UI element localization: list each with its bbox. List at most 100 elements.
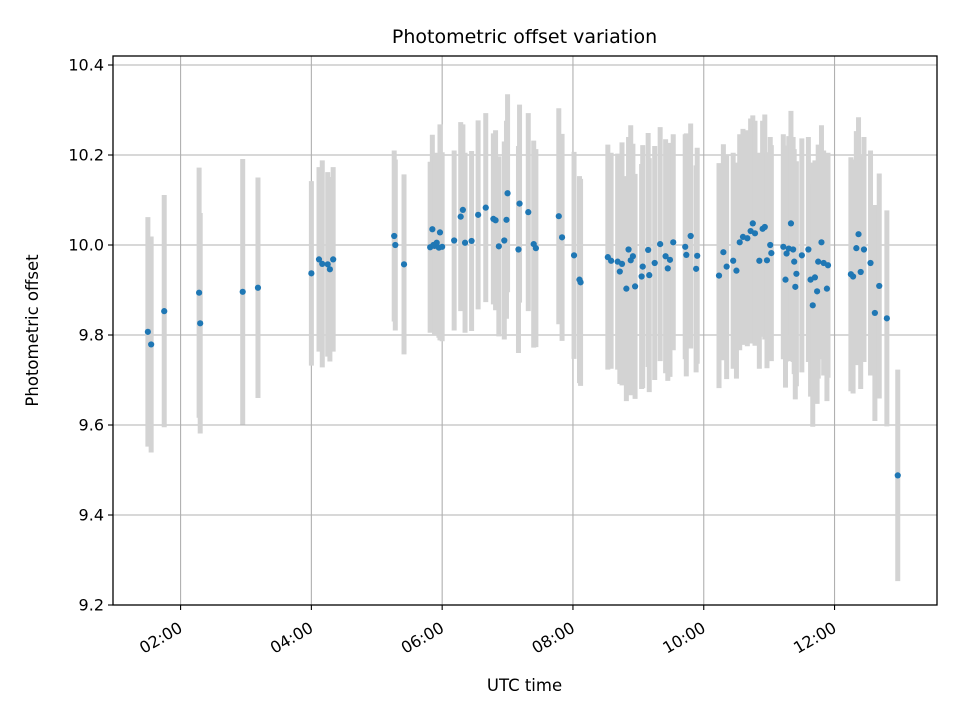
y-axis-label: Photometric offset bbox=[23, 254, 42, 407]
y-tick-label: 9.2 bbox=[79, 596, 104, 615]
data-point bbox=[254, 284, 262, 291]
data-point bbox=[525, 209, 532, 216]
y-tick-label: 9.8 bbox=[79, 326, 104, 345]
x-axis-label: UTC time bbox=[487, 676, 562, 695]
data-point bbox=[433, 239, 440, 246]
data-point bbox=[482, 204, 489, 211]
data-point bbox=[787, 220, 795, 227]
data-point bbox=[436, 229, 444, 236]
data-point bbox=[683, 251, 690, 258]
data-point bbox=[860, 246, 868, 253]
x-axis-ticks: 02:00 04:00 06:00 08:00 10:00 12:00 bbox=[136, 605, 840, 658]
data-point bbox=[324, 261, 331, 268]
data-point bbox=[855, 231, 862, 238]
data-point bbox=[824, 262, 832, 269]
plot-frame bbox=[112, 55, 938, 606]
data-point bbox=[657, 241, 664, 248]
data-point bbox=[736, 239, 743, 246]
data-point bbox=[756, 257, 763, 264]
data-point bbox=[315, 256, 323, 263]
data-point bbox=[867, 259, 874, 267]
data-point bbox=[767, 241, 774, 249]
data-point bbox=[805, 246, 812, 253]
data-point bbox=[818, 239, 825, 246]
data-point bbox=[894, 472, 901, 479]
y-tick-label: 10.4 bbox=[68, 56, 104, 75]
data-point bbox=[749, 220, 756, 227]
data-point bbox=[516, 200, 523, 207]
data-point bbox=[451, 237, 458, 244]
data-point bbox=[618, 260, 626, 267]
data-point bbox=[148, 341, 155, 348]
data-point bbox=[783, 250, 790, 257]
data-point bbox=[662, 253, 669, 260]
data-point bbox=[629, 253, 637, 260]
data-point bbox=[780, 243, 787, 250]
data-point bbox=[639, 263, 646, 270]
x-tick-label: 12:00 bbox=[790, 618, 839, 658]
data-point bbox=[326, 266, 333, 273]
data-point bbox=[475, 211, 482, 218]
data-point bbox=[811, 274, 819, 281]
data-point bbox=[645, 246, 652, 254]
data-point bbox=[744, 235, 751, 242]
chart-title: Photometric offset variation bbox=[392, 26, 657, 48]
data-point bbox=[457, 213, 464, 220]
data-point bbox=[651, 259, 658, 267]
data-point bbox=[392, 241, 399, 249]
data-point bbox=[883, 315, 890, 322]
y-tick-label: 9.4 bbox=[79, 506, 104, 525]
data-point bbox=[429, 226, 436, 233]
x-tick-label: 04:00 bbox=[267, 618, 316, 658]
data-point bbox=[504, 190, 511, 197]
data-point bbox=[501, 237, 508, 244]
data-point bbox=[666, 256, 674, 263]
data-point bbox=[459, 206, 466, 213]
data-point bbox=[815, 258, 822, 265]
data-point bbox=[468, 237, 475, 245]
data-point bbox=[532, 245, 539, 252]
data-point bbox=[682, 243, 689, 250]
data-point bbox=[495, 243, 502, 250]
error-bars bbox=[145, 94, 901, 582]
data-point bbox=[814, 288, 821, 295]
data-point bbox=[577, 279, 584, 286]
data-point bbox=[625, 246, 632, 253]
data-point bbox=[798, 252, 805, 259]
data-point bbox=[715, 272, 723, 279]
data-point bbox=[857, 268, 864, 276]
data-point bbox=[646, 272, 653, 279]
data-point bbox=[751, 230, 759, 237]
y-tick-label: 9.6 bbox=[79, 416, 104, 435]
data-point bbox=[768, 250, 775, 257]
data-point bbox=[763, 257, 771, 264]
data-point bbox=[391, 232, 398, 240]
data-point bbox=[558, 234, 566, 241]
data-point bbox=[515, 246, 522, 253]
data-point bbox=[196, 289, 203, 296]
data-point bbox=[439, 243, 446, 250]
data-point bbox=[400, 261, 408, 268]
data-points bbox=[144, 190, 901, 479]
data-point bbox=[792, 283, 799, 290]
data-point bbox=[694, 252, 701, 259]
data-point bbox=[733, 267, 740, 274]
data-point bbox=[161, 308, 168, 315]
x-tick-label: 06:00 bbox=[398, 618, 447, 658]
x-tick-label: 08:00 bbox=[529, 618, 578, 658]
data-point bbox=[239, 288, 246, 295]
data-point bbox=[631, 283, 639, 290]
data-point bbox=[461, 239, 469, 246]
data-point bbox=[319, 260, 326, 267]
data-point bbox=[853, 245, 860, 252]
data-point bbox=[809, 302, 816, 309]
data-point bbox=[197, 320, 204, 327]
data-point bbox=[623, 285, 630, 292]
data-point bbox=[144, 328, 151, 335]
data-point bbox=[791, 258, 798, 265]
data-point bbox=[723, 263, 730, 270]
data-point bbox=[308, 270, 315, 277]
data-point bbox=[693, 265, 700, 272]
data-point bbox=[849, 273, 857, 280]
